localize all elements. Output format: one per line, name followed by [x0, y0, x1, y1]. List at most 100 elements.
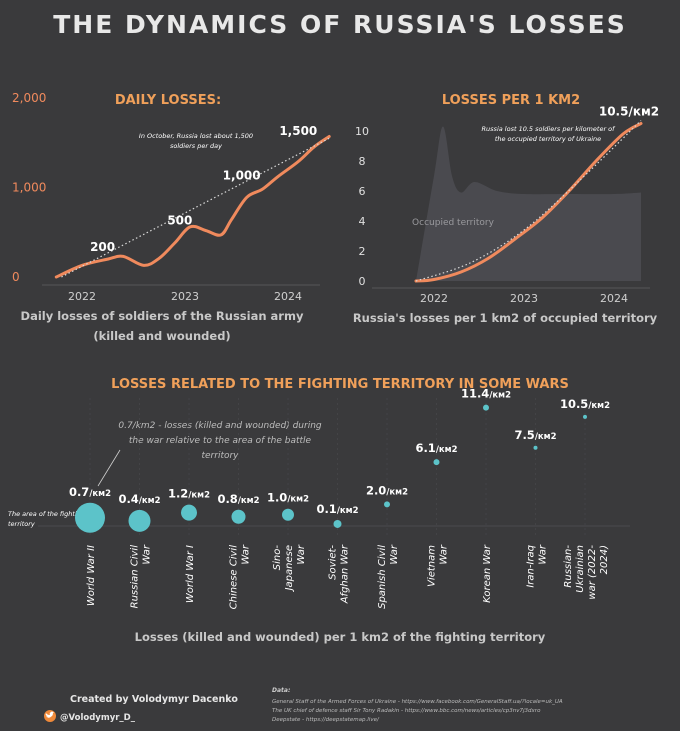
- daily-losses-x-tick: 2024: [274, 290, 302, 303]
- twitter-icon: [44, 710, 56, 722]
- war-category-label: Sino-: [272, 545, 283, 571]
- war-value-label: 11.4/км2: [461, 387, 511, 401]
- fighting-area-note-line: territory: [8, 520, 35, 528]
- war-bubble: [231, 509, 246, 524]
- losses-per-km2-y-tick: 6: [359, 185, 366, 198]
- daily-losses-data-label: 1,000: [223, 169, 261, 183]
- war-category-label: World War II: [86, 545, 97, 606]
- war-value-label: 1.0/км2: [267, 491, 309, 505]
- daily-losses-y-tick: 0: [12, 270, 20, 284]
- losses-per-km2-title: LOSSES PER 1 KM2: [442, 93, 580, 108]
- war-value-label: 6.1/км2: [415, 441, 457, 455]
- war-category-label: Ukrainian: [575, 545, 586, 593]
- fighting-area-note-line: The area of the fighting: [8, 510, 85, 518]
- losses-per-km2-trend-line: [415, 120, 642, 282]
- war-bubble: [433, 459, 440, 466]
- war-value-label: 10.5/км2: [560, 397, 610, 411]
- war-category-label: War: [439, 544, 450, 564]
- war-value-label: 0.1/км2: [316, 502, 358, 516]
- war-category-label: Iran-Iraq: [526, 545, 537, 588]
- daily-losses-x-tick: 2023: [171, 290, 199, 303]
- data-source-line[interactable]: The UK chief of defence staff Sir Tony R…: [272, 708, 541, 714]
- explanation-pointer: [97, 449, 121, 487]
- war-value-label: 0.4/км2: [118, 492, 160, 506]
- twitter-handle[interactable]: @Volodymyr_D_: [60, 713, 136, 723]
- daily-losses-chart: DAILY LOSSES: In October, Russia lost ab…: [12, 91, 331, 343]
- losses-per-km2-line: [414, 122, 643, 283]
- losses-per-km2-value-label: 10.5/км2: [599, 105, 659, 119]
- war-bubble: [483, 404, 489, 411]
- war-category-label: Vietnam: [427, 545, 438, 587]
- daily-losses-annotation-line: In October, Russia lost about 1,500: [139, 132, 253, 140]
- war-category-label: Russian-: [563, 545, 574, 588]
- daily-losses-trend-line: [61, 137, 330, 278]
- occupied-territory-label: Occupied territory: [412, 218, 495, 228]
- losses-per-km2-y-tick: 4: [359, 215, 366, 228]
- author-credit: Created by Volodymyr Dacenko: [70, 694, 238, 705]
- war-category-label: War: [142, 544, 153, 564]
- war-category-label: War: [538, 544, 549, 564]
- war-bubble: [384, 501, 390, 508]
- war-value-label: 1.2/км2: [168, 487, 210, 501]
- war-bubble: [181, 504, 197, 521]
- war-value-label: 0.8/км2: [217, 492, 259, 506]
- daily-losses-caption: (killed and wounded): [93, 329, 230, 343]
- losses-per-km2-y-tick: 0: [359, 275, 366, 288]
- losses-per-km2-x-tick: 2022: [420, 292, 448, 305]
- war-bubble: [75, 502, 105, 533]
- war-category-label: 2024): [599, 545, 610, 574]
- losses-per-km2-annotation-line: the occupied territory of Ukraine: [495, 135, 601, 143]
- war-category-label: war (2022-: [587, 545, 598, 600]
- losses-per-km2-x-tick: 2023: [510, 292, 538, 305]
- war-category-label: Spanish Civil: [377, 545, 388, 609]
- war-category-label: Soviet-: [328, 545, 339, 580]
- daily-losses-y-tick: 2,000: [12, 91, 46, 105]
- daily-losses-y-tick: 1,000: [12, 181, 46, 195]
- war-category-label: War: [296, 544, 307, 564]
- war-value-label: 0.7/км2: [69, 485, 111, 499]
- war-category-label: Chinese Civil: [229, 545, 240, 610]
- war-category-label: Afghan War: [340, 544, 351, 604]
- daily-losses-data-label: 200: [90, 240, 115, 254]
- war-bubble: [583, 414, 587, 419]
- daily-losses-x-tick: 2022: [68, 290, 96, 303]
- daily-losses-line: [54, 135, 331, 279]
- page-title: THE DYNAMICS OF RUSSIA'S LOSSES: [53, 10, 627, 39]
- daily-losses-annotation-line: soldiers per day: [170, 142, 222, 150]
- wars-bubble-chart: LOSSES RELATED TO THE FIGHTING TERRITORY…: [8, 377, 630, 644]
- war-bubble: [128, 509, 151, 532]
- losses-per-km2-annotation-line: Russia lost 10.5 soldiers per kilometer …: [482, 125, 617, 133]
- losses-per-km2-y-tick: 8: [359, 155, 366, 168]
- daily-losses-title: DAILY LOSSES:: [115, 93, 221, 108]
- wars-chart-caption: Losses (killed and wounded) per 1 km2 of…: [135, 630, 546, 644]
- war-bubble: [533, 445, 538, 450]
- war-category-label: War: [389, 544, 400, 564]
- losses-per-km2-caption: Russia's losses per 1 km2 of occupied te…: [353, 311, 658, 325]
- war-category-label: Korean War: [482, 544, 493, 603]
- war-category-label: World War I: [185, 545, 196, 603]
- footer: Created by Volodymyr Dacenko @Volodymyr_…: [44, 687, 563, 723]
- war-category-label: War: [241, 544, 252, 564]
- daily-losses-data-label: 500: [167, 213, 192, 227]
- occupied-territory-area: [416, 126, 641, 281]
- losses-per-km2-y-tick: 10: [355, 125, 369, 138]
- losses-per-km2-x-tick: 2024: [600, 292, 628, 305]
- war-value-label: 7.5/км2: [514, 428, 556, 442]
- war-category-label: Japanese: [284, 545, 295, 592]
- war-bubble: [282, 508, 294, 521]
- daily-losses-data-label: 1,500: [279, 124, 317, 138]
- daily-losses-caption: Daily losses of soldiers of the Russian …: [21, 309, 304, 323]
- wars-chart-title: LOSSES RELATED TO THE FIGHTING TERRITORY…: [111, 377, 569, 392]
- wars-explanation-line: the war relative to the area of the batt…: [129, 436, 312, 446]
- war-value-label: 2.0/км2: [366, 483, 408, 497]
- wars-explanation-line: territory: [201, 451, 239, 461]
- wars-explanation-line: 0.7/km2 - losses (killed and wounded) du…: [118, 421, 322, 431]
- data-source-line[interactable]: Deepstate - https://deepstatemap.live/: [272, 717, 380, 723]
- war-bubble: [333, 519, 342, 528]
- data-source-line[interactable]: General Staff of the Armed Forces of Ukr…: [272, 699, 563, 705]
- losses-per-km2-y-tick: 2: [359, 245, 366, 258]
- data-sources-heading: Data:: [272, 687, 290, 694]
- war-category-label: Russian Civil: [130, 545, 141, 609]
- losses-per-km2-chart: LOSSES PER 1 KM2 Russia lost 10.5 soldie…: [353, 93, 659, 325]
